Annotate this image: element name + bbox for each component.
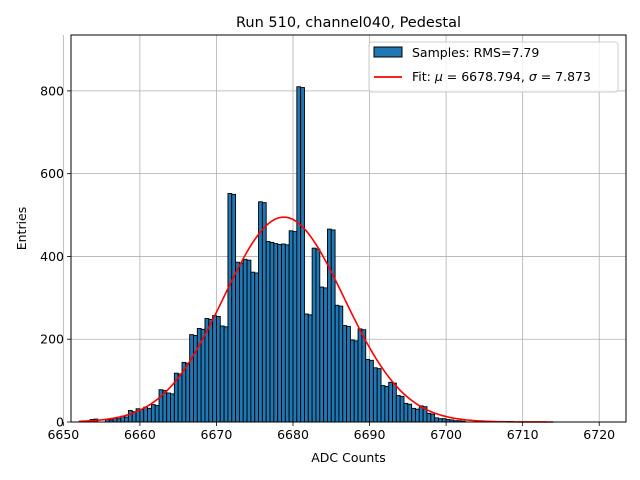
y-tick-label: 200 xyxy=(40,332,64,347)
histogram-bar-a xyxy=(127,409,133,423)
x-tick-label: 6680 xyxy=(277,427,309,442)
histogram-bar-a xyxy=(380,385,386,423)
histogram-bar-b xyxy=(154,404,160,423)
histogram-bar-b xyxy=(353,340,359,423)
histogram-bar-a xyxy=(296,86,302,423)
histogram-bar-b xyxy=(384,385,390,423)
legend-histogram-label: Samples: RMS=7.79 xyxy=(412,45,539,60)
histogram-bar-b xyxy=(223,326,229,423)
histogram-bar-b xyxy=(139,409,145,423)
histogram-bar-a xyxy=(189,334,194,423)
histogram-bar-a xyxy=(334,304,340,423)
legend-fit-label: Fit: μ = 6678.794, σ = 7.873 xyxy=(412,69,591,84)
y-tick-label: 800 xyxy=(40,83,64,98)
x-tick-label: 6660 xyxy=(124,427,156,442)
histogram-bar-b xyxy=(338,305,344,423)
fit-curve xyxy=(78,216,554,423)
histogram-bar-a xyxy=(273,243,279,423)
histogram-bar-b xyxy=(430,413,436,423)
y-axis-ticks: 0 200 400 600 800 xyxy=(40,83,71,430)
histogram-bar-a xyxy=(342,325,348,423)
histogram-bar-b xyxy=(200,328,206,423)
histogram-bar-a xyxy=(388,381,393,423)
legend-histogram-swatch xyxy=(373,46,403,58)
legend-box xyxy=(368,41,619,93)
histogram-bar-a xyxy=(219,325,225,423)
histogram-bar-b xyxy=(185,362,191,423)
histogram-bar-b xyxy=(300,87,305,423)
histogram-bar-b xyxy=(407,403,413,423)
histogram-bar-b xyxy=(277,243,282,423)
histogram-bar-a xyxy=(265,241,271,423)
x-tick-label: 6650 xyxy=(47,427,79,442)
histogram-bar-a xyxy=(288,230,294,423)
histogram-bar-a xyxy=(357,328,363,423)
histogram-bar-b xyxy=(323,287,328,423)
histogram-bar-b xyxy=(254,272,260,423)
histogram-bar-b xyxy=(177,373,183,423)
y-axis-label: Entries xyxy=(14,207,29,251)
histogram-bar-b xyxy=(269,241,275,423)
histogram-bar-a xyxy=(242,258,248,423)
histogram-bar-a xyxy=(426,412,432,423)
histogram-bar-a xyxy=(326,228,332,423)
histogram-bar-b xyxy=(415,408,420,423)
histogram-bar-b xyxy=(361,329,367,423)
histogram-bar-a xyxy=(372,367,378,423)
y-tick-label: 0 xyxy=(56,415,64,430)
histogram-bar-a xyxy=(166,392,171,423)
histogram-bar-b xyxy=(392,382,397,423)
x-axis-label: ADC Counts xyxy=(311,450,386,465)
x-tick-label: 6710 xyxy=(507,427,539,442)
histogram-bar-a xyxy=(143,406,149,423)
histogram-bar-b xyxy=(369,359,374,423)
histogram-bar-b xyxy=(147,407,152,423)
histogram-bar-b xyxy=(315,248,321,423)
histogram-bar-b xyxy=(231,193,237,423)
histogram-bar-b xyxy=(246,259,252,423)
histogram-bar-a xyxy=(411,407,416,423)
legend: Samples: RMS=7.79 Fit: μ = 6678.794, σ =… xyxy=(368,41,619,93)
histogram-bar-b xyxy=(208,318,214,423)
histogram-bars xyxy=(89,86,466,423)
x-tick-label: 6700 xyxy=(430,427,462,442)
histogram-bar-b xyxy=(330,229,336,423)
histogram-bar-b xyxy=(376,368,382,423)
histogram-bar-a xyxy=(304,313,309,423)
histogram-bar-a xyxy=(395,395,401,423)
histogram-bar-a xyxy=(365,359,371,423)
histogram-bar-a xyxy=(235,261,240,423)
histogram-bar-b xyxy=(261,202,267,423)
histogram-bar-b xyxy=(124,416,129,423)
histogram-bar-b xyxy=(307,314,313,423)
histogram-bar-a xyxy=(150,404,156,423)
histogram-bar-b xyxy=(346,325,351,423)
histogram-bar-a xyxy=(434,417,439,423)
histogram-bar-b xyxy=(170,393,175,423)
histogram-bar-b xyxy=(238,262,244,423)
histogram-bar-a xyxy=(311,247,317,423)
x-tick-label: 6690 xyxy=(354,427,386,442)
histogram-bar-a xyxy=(212,315,217,423)
chart-title: Run 510, channel040, Pedestal xyxy=(236,15,461,31)
histogram-bar-a xyxy=(349,339,355,423)
histogram-bar-a xyxy=(250,271,256,423)
x-tick-label: 6670 xyxy=(201,427,233,442)
fit-curve-layer xyxy=(78,216,554,423)
y-tick-label: 400 xyxy=(40,249,64,264)
histogram-bar-b xyxy=(162,390,168,423)
histogram-bar-b xyxy=(292,231,298,423)
x-tick-label: 6720 xyxy=(583,427,615,442)
y-tick-label: 600 xyxy=(40,166,64,181)
histogram-bar-a xyxy=(227,193,233,423)
histogram-bar-b xyxy=(284,244,290,423)
histogram-bar-b xyxy=(215,316,221,423)
histogram-bar-b xyxy=(399,395,405,423)
x-axis-ticks: 6650 6660 6670 6680 6690 6700 6710 6720 xyxy=(47,422,615,442)
histogram-bar-a xyxy=(319,286,325,423)
histogram-bar-a xyxy=(281,243,286,423)
axes-frame xyxy=(70,34,627,423)
histogram-bar-a xyxy=(403,402,409,423)
